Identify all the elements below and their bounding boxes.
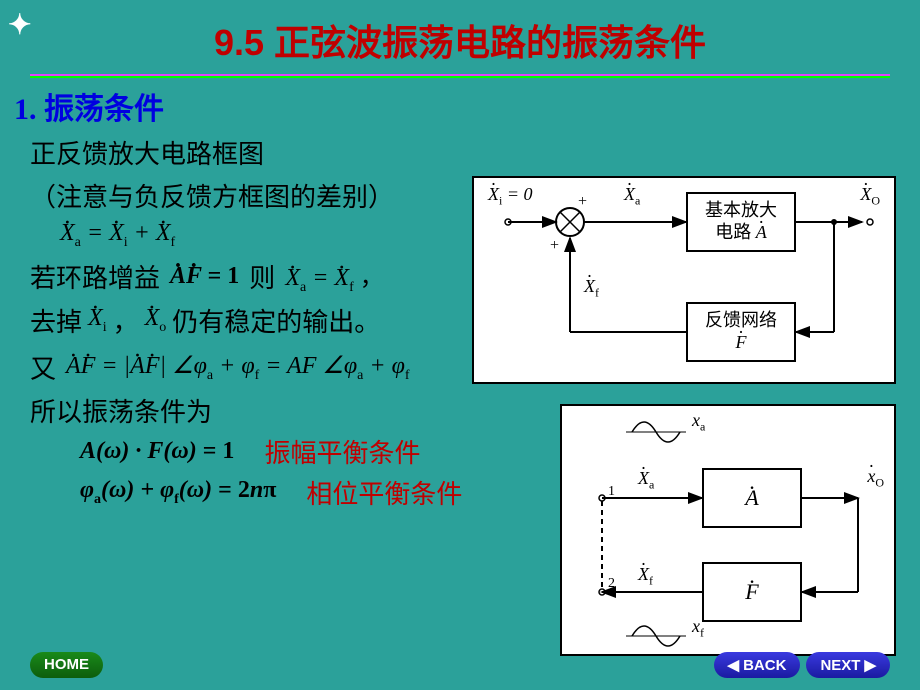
- label-Xf-dot: Xf: [638, 564, 653, 589]
- a-box: A: [702, 468, 802, 528]
- label-Xa-dot: Xa: [638, 468, 654, 493]
- svg-text:+: +: [578, 193, 587, 210]
- block-diagram-label: 正反馈放大电路框图: [30, 134, 900, 171]
- content-area: 1. 振荡条件 正反馈放大电路框图 （注意与负反馈方框图的差别） Xa = Xi…: [0, 78, 920, 511]
- text-then: 则: [249, 258, 275, 295]
- equation-xa-eq-xf: Xa = Xf ，: [285, 257, 383, 296]
- amp-line1: 基本放大: [705, 200, 777, 222]
- label-node1: 1: [608, 484, 615, 500]
- next-arrow-icon: ▶: [864, 656, 876, 674]
- back-next-group: ◀ BACK NEXT ▶: [714, 652, 890, 678]
- equation-phase: AF = |AF| ∠φa + φf = AF ∠φa + φf: [66, 351, 410, 384]
- f-box: F: [702, 562, 802, 622]
- feedback-box: 反馈网络 F: [686, 302, 796, 362]
- equation-amplitude-cond: A(ω) · F(ω) = 1: [80, 438, 234, 465]
- back-label: BACK: [743, 657, 786, 674]
- text-stable: 仍有稳定的输出。: [172, 302, 380, 339]
- home-button[interactable]: HOME: [30, 652, 103, 678]
- label-xf: Xf: [584, 276, 599, 301]
- label-xa-small: xa: [692, 410, 705, 435]
- amp-line2: 电路 A: [715, 222, 767, 244]
- next-label: NEXT: [820, 657, 860, 674]
- comma: ，: [113, 302, 139, 339]
- nav-bar: HOME ◀ BACK NEXT ▶: [0, 652, 920, 678]
- symbol-xo: Xo: [145, 305, 167, 336]
- equation-af-eq-1: AF = 1: [170, 263, 239, 290]
- page-title: 9.5 正弦波振荡电路的振荡条件: [0, 0, 920, 66]
- decorative-star: ✦: [8, 8, 31, 42]
- phase-condition-label: 相位平衡条件: [306, 474, 462, 511]
- label-xi0: Xi = 0: [488, 184, 533, 209]
- feedback-block-diagram: + + Xi = 0 Xa XO Xf 基本放大 电路 A 反馈网络 F: [472, 176, 896, 384]
- text-also: 又: [30, 349, 56, 386]
- oscillation-diagram: xa Xa 1 2 Xf xO xf A F: [560, 404, 896, 656]
- amplifier-box: 基本放大 电路 A: [686, 192, 796, 252]
- next-button[interactable]: NEXT ▶: [806, 652, 890, 678]
- equation-phase-cond: φa(ω) + φf(ω) = 2nπ: [80, 477, 276, 508]
- text-remove: 去掉: [30, 302, 82, 339]
- fb-line2: F: [736, 332, 747, 354]
- text-prefix: 若环路增益: [30, 258, 160, 295]
- section-heading: 1. 振荡条件: [14, 84, 900, 128]
- label-xa: Xa: [624, 184, 640, 209]
- back-button[interactable]: ◀ BACK: [714, 652, 801, 678]
- label-node2: 2: [608, 576, 615, 592]
- amplitude-condition-label: 振幅平衡条件: [264, 433, 420, 470]
- svg-text:+: +: [550, 237, 559, 254]
- label-xo: XO: [860, 184, 880, 209]
- label-xo-dot: xO: [867, 466, 884, 491]
- symbol-xi: Xi: [88, 305, 107, 336]
- back-arrow-icon: ◀: [728, 656, 740, 674]
